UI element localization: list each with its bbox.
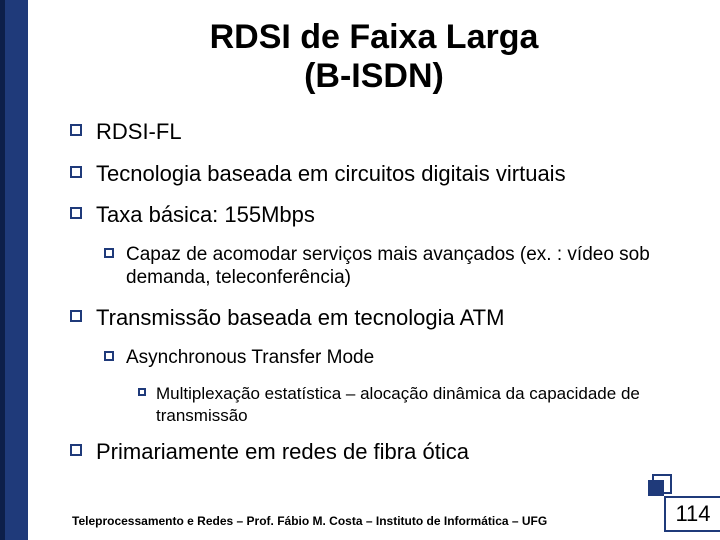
square-bullet-icon bbox=[104, 248, 114, 258]
slide-body: RDSI de Faixa Larga (B-ISDN) RDSI-FL Tec… bbox=[28, 0, 720, 540]
list-item: Primariamente em redes de fibra ótica bbox=[70, 438, 690, 466]
list-item: Multiplexação estatística – alocação din… bbox=[138, 383, 690, 426]
list-item: RDSI-FL bbox=[70, 118, 690, 146]
item-text: RDSI-FL bbox=[96, 118, 182, 146]
list-item: Transmissão baseada em tecnologia ATM bbox=[70, 304, 690, 332]
item-text: Multiplexação estatística – alocação din… bbox=[156, 383, 690, 426]
item-text: Asynchronous Transfer Mode bbox=[126, 346, 374, 370]
square-bullet-icon bbox=[138, 388, 146, 396]
square-bullet-icon bbox=[70, 444, 82, 456]
page-number-box: 114 bbox=[664, 496, 720, 532]
square-bullet-icon bbox=[70, 207, 82, 219]
list-item: Tecnologia baseada em circuitos digitais… bbox=[70, 160, 690, 188]
square-bullet-icon bbox=[70, 124, 82, 136]
slide-content: RDSI-FL Tecnologia baseada em circuitos … bbox=[28, 96, 720, 465]
square-bullet-icon bbox=[70, 310, 82, 322]
footer-text: Teleprocessamento e Redes – Prof. Fábio … bbox=[72, 514, 547, 528]
square-bullet-icon bbox=[104, 351, 114, 361]
title-line-1: RDSI de Faixa Larga bbox=[210, 18, 539, 56]
list-item: Taxa básica: 155Mbps bbox=[70, 201, 690, 229]
list-item: Asynchronous Transfer Mode bbox=[104, 346, 690, 370]
item-text: Tecnologia baseada em circuitos digitais… bbox=[96, 160, 566, 188]
item-text: Taxa básica: 155Mbps bbox=[96, 201, 315, 229]
left-accent-bar bbox=[0, 0, 28, 540]
item-text: Capaz de acomodar serviços mais avançado… bbox=[126, 243, 690, 291]
square-bullet-icon bbox=[70, 166, 82, 178]
item-text: Primariamente em redes de fibra ótica bbox=[96, 438, 469, 466]
corner-decoration-icon bbox=[648, 480, 664, 496]
slide-title: RDSI de Faixa Larga (B-ISDN) bbox=[28, 0, 720, 96]
page-number: 114 bbox=[675, 501, 710, 527]
item-text: Transmissão baseada em tecnologia ATM bbox=[96, 304, 504, 332]
title-line-2: (B-ISDN) bbox=[304, 57, 444, 95]
list-item: Capaz de acomodar serviços mais avançado… bbox=[104, 243, 690, 291]
